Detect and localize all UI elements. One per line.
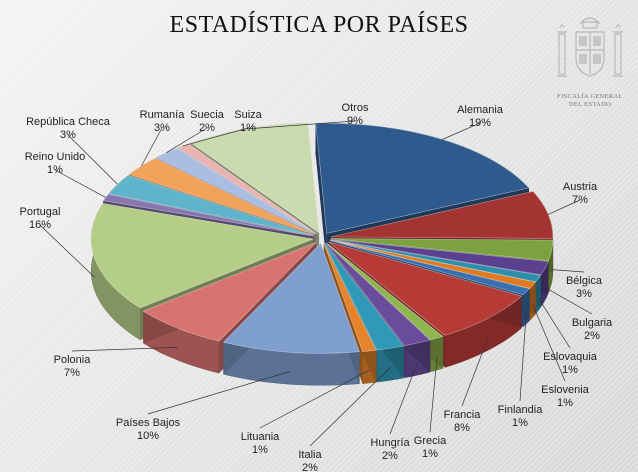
fiscalia-logo: FISCALÍA GENERAL DEL ESTADO: [550, 10, 630, 110]
leader-reino-unido: [54, 169, 106, 198]
slice-labels: Alemania19%Austria7%Bélgica3%Bulgaria2%E…: [20, 102, 614, 472]
slice-label-italia: Italia: [298, 449, 322, 461]
slice-face-alemania-0: [315, 123, 327, 266]
leader-bulgaria: [544, 287, 593, 315]
leader-austria: [547, 199, 581, 215]
slice-value-grecia: 1%: [422, 448, 438, 460]
slice-value-eslovenia: 1%: [557, 397, 573, 409]
leader-hungria: [389, 362, 418, 435]
logo-line-2: DEL ESTADO: [568, 101, 612, 108]
leader-suecia: [166, 127, 208, 154]
leader-italia: [309, 367, 391, 447]
leader-francia: [461, 337, 489, 407]
slice-label-eslovaquia: Eslovaquia: [543, 351, 598, 363]
slice-eslovaquia: [330, 239, 542, 283]
slice-finlandia: [329, 240, 531, 296]
slice-lituania: [323, 243, 377, 352]
slice-grecia: [326, 242, 444, 341]
slice-label-otros: Otros: [342, 102, 369, 114]
pie-tops: [90, 122, 554, 354]
slice-label-eslovenia: Eslovenia: [541, 384, 590, 396]
slice-reino-unido: [102, 193, 314, 237]
slice-belgica: [330, 238, 554, 262]
slice-value-austria: 7%: [572, 194, 588, 206]
slice-label-portugal: Portugal: [20, 206, 61, 218]
slice-eslovenia: [330, 239, 537, 289]
slice-label-suiza: Suiza: [234, 109, 262, 121]
leader-belgica: [551, 269, 585, 273]
slice-label-paises-bajos: Países Bajos: [116, 417, 181, 429]
slice-label-rumania: Rumanía: [140, 109, 186, 121]
leader-alemania: [442, 122, 481, 140]
slice-francia: [328, 241, 523, 336]
slice-polonia: [142, 241, 317, 342]
slice-label-belgica: Bélgica: [566, 275, 603, 287]
slice-label-suecia: Suecia: [190, 109, 225, 121]
slice-value-eslovaquia: 1%: [562, 364, 578, 376]
slice-label-hungria: Hungría: [370, 437, 410, 449]
slice-italia: [324, 242, 405, 351]
leader-lituania: [259, 369, 370, 429]
leader-polonia: [71, 347, 178, 352]
slice-label-austria: Austria: [563, 181, 598, 193]
leader-portugal: [39, 224, 95, 278]
slice-paises-bajos: [222, 242, 360, 354]
leader-rumania: [141, 127, 163, 167]
slice-value-portugal: 16%: [29, 219, 51, 231]
slice-value-bulgaria: 2%: [584, 330, 600, 342]
slice-value-francia: 8%: [454, 422, 470, 434]
slice-label-republica-checa: República Checa: [26, 116, 111, 128]
slice-value-hungria: 2%: [382, 450, 398, 462]
slice-label-alemania: Alemania: [457, 104, 504, 116]
slice-republica-checa: [108, 174, 315, 236]
slice-portugal: [90, 203, 315, 309]
slice-label-polonia: Polonia: [54, 354, 92, 366]
chart-title: ESTADÍSTICA POR PAÍSES: [169, 12, 469, 38]
slice-label-finlandia: Finlandia: [498, 404, 544, 416]
slice-label-grecia: Grecia: [414, 435, 447, 447]
slice-bulgaria: [330, 239, 549, 276]
leader-finlandia: [519, 310, 527, 402]
slice-value-suiza: 1%: [240, 122, 256, 134]
leader-paises-bajos: [147, 371, 291, 415]
slice-label-bulgaria: Bulgaria: [572, 317, 613, 329]
slice-value-polonia: 7%: [64, 367, 80, 379]
slice-value-republica-checa: 3%: [60, 129, 76, 141]
slice-value-belgica: 3%: [576, 288, 592, 300]
label-leaders: [39, 120, 593, 447]
slice-value-finlandia: 1%: [512, 417, 528, 429]
leader-suiza: [182, 127, 249, 147]
slice-value-rumania: 3%: [154, 122, 170, 134]
slice-value-alemania: 19%: [469, 117, 491, 129]
slice-value-suecia: 2%: [199, 122, 215, 134]
coat-of-arms-icon: [557, 17, 623, 77]
slice-value-reino-unido: 1%: [47, 164, 63, 176]
slice-label-francia: Francia: [444, 409, 482, 421]
leader-eslovaquia: [538, 297, 571, 349]
leader-otros: [246, 120, 356, 130]
leader-eslovenia: [532, 304, 566, 382]
leader-grecia: [429, 357, 438, 433]
leader-republica-checa: [67, 134, 118, 185]
slice-label-reino-unido: Reino Unido: [25, 151, 86, 163]
logo-line-1: FISCALÍA GENERAL: [557, 93, 623, 100]
slice-value-otros: 9%: [347, 115, 363, 127]
slice-label-lituania: Lituania: [241, 431, 280, 443]
slice-value-lituania: 1%: [252, 444, 268, 456]
slice-value-paises-bajos: 10%: [137, 430, 159, 442]
slice-hungria: [325, 242, 431, 347]
slice-value-italia: 2%: [302, 462, 318, 472]
